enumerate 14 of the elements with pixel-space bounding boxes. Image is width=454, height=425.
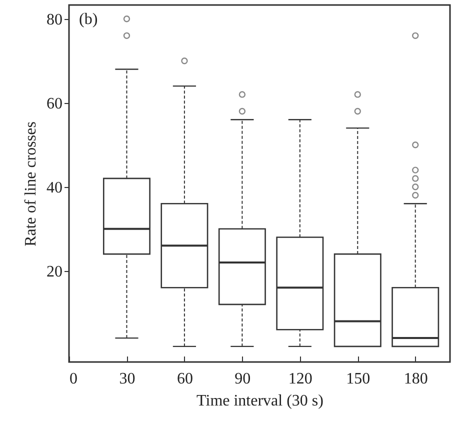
x-tick-label: 0 — [70, 370, 78, 388]
y-tick-label: 80 — [46, 11, 62, 28]
x-tick-label: 150 — [346, 370, 370, 388]
y-tick-label: 20 — [46, 263, 62, 280]
y-tick-label: 40 — [46, 179, 62, 196]
y-tick-label: 60 — [46, 95, 62, 112]
x-tick-label: 90 — [234, 370, 251, 388]
x-axis-title: Time interval (30 s) — [196, 392, 324, 410]
annotation: (b) — [79, 11, 98, 28]
x-tick-label: 120 — [288, 370, 312, 388]
y-axis-title: Rate of line crosses — [22, 122, 40, 246]
x-tick-label: 60 — [176, 370, 193, 388]
x-tick-label: 30 — [119, 370, 136, 388]
x-tick-label: 180 — [404, 370, 428, 388]
